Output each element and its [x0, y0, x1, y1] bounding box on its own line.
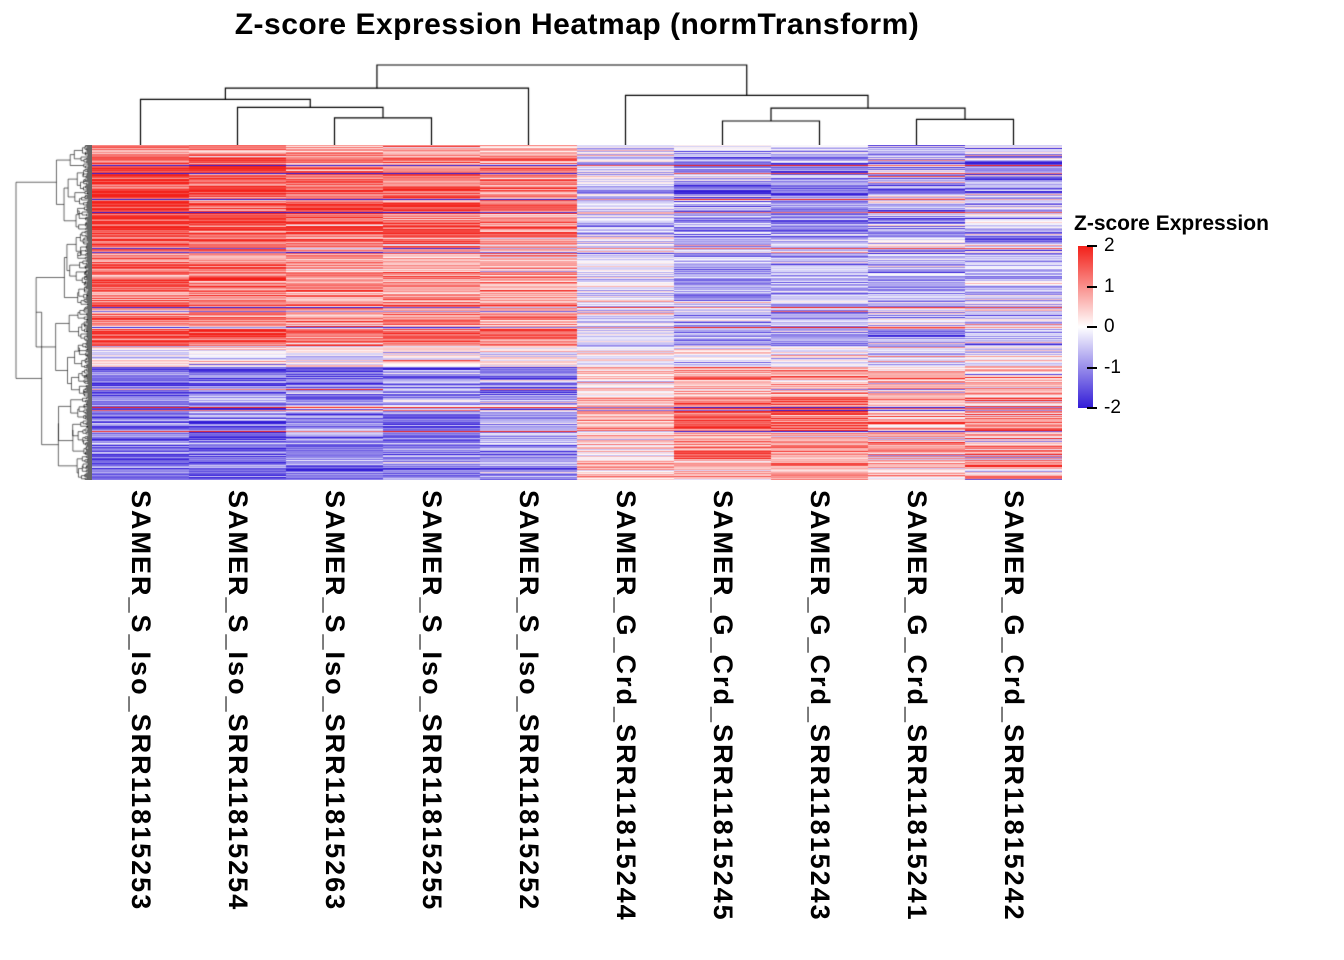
- column-label: SAMER_S_Iso_SRR11815263: [320, 490, 350, 912]
- legend-tick-mark: [1087, 245, 1097, 247]
- row-dendrogram: [12, 145, 92, 480]
- column-label: SAMER_G_Crd_SRR11815241: [902, 490, 932, 922]
- column-label: SAMER_G_Crd_SRR11815242: [999, 490, 1029, 922]
- legend-tick-label: 2: [1104, 235, 1115, 256]
- legend-tick-label: 0: [1104, 316, 1115, 337]
- column-label: SAMER_G_Crd_SRR11815245: [708, 490, 738, 922]
- legend-tick-label: -2: [1104, 397, 1121, 418]
- legend-tick-label: -1: [1104, 356, 1121, 378]
- column-label: SAMER_S_Iso_SRR11815254: [223, 490, 253, 912]
- column-label: SAMER_S_Iso_SRR11815252: [514, 490, 544, 912]
- legend-tick-mark: [1087, 326, 1097, 328]
- legend-tick-mark: [1087, 285, 1097, 288]
- column-label: SAMER_G_Crd_SRR11815243: [805, 490, 835, 922]
- column-label: SAMER_S_Iso_SRR11815255: [417, 490, 447, 912]
- column-label: SAMER_S_Iso_SRR11815253: [126, 490, 156, 912]
- legend-tick-mark: [1087, 407, 1097, 409]
- legend: Z-score Expression 2 1 0 -1 -2: [1074, 212, 1342, 462]
- column-dendrogram: [92, 58, 1062, 145]
- legend-title: Z-score Expression: [1074, 212, 1269, 235]
- heatmap-body: [92, 145, 1062, 480]
- column-label: SAMER_G_Crd_SRR11815244: [611, 490, 641, 922]
- legend-tick-mark: [1087, 366, 1097, 369]
- chart-title: Z-score Expression Heatmap (normTransfor…: [234, 8, 920, 41]
- legend-tick-label: 1: [1104, 275, 1115, 297]
